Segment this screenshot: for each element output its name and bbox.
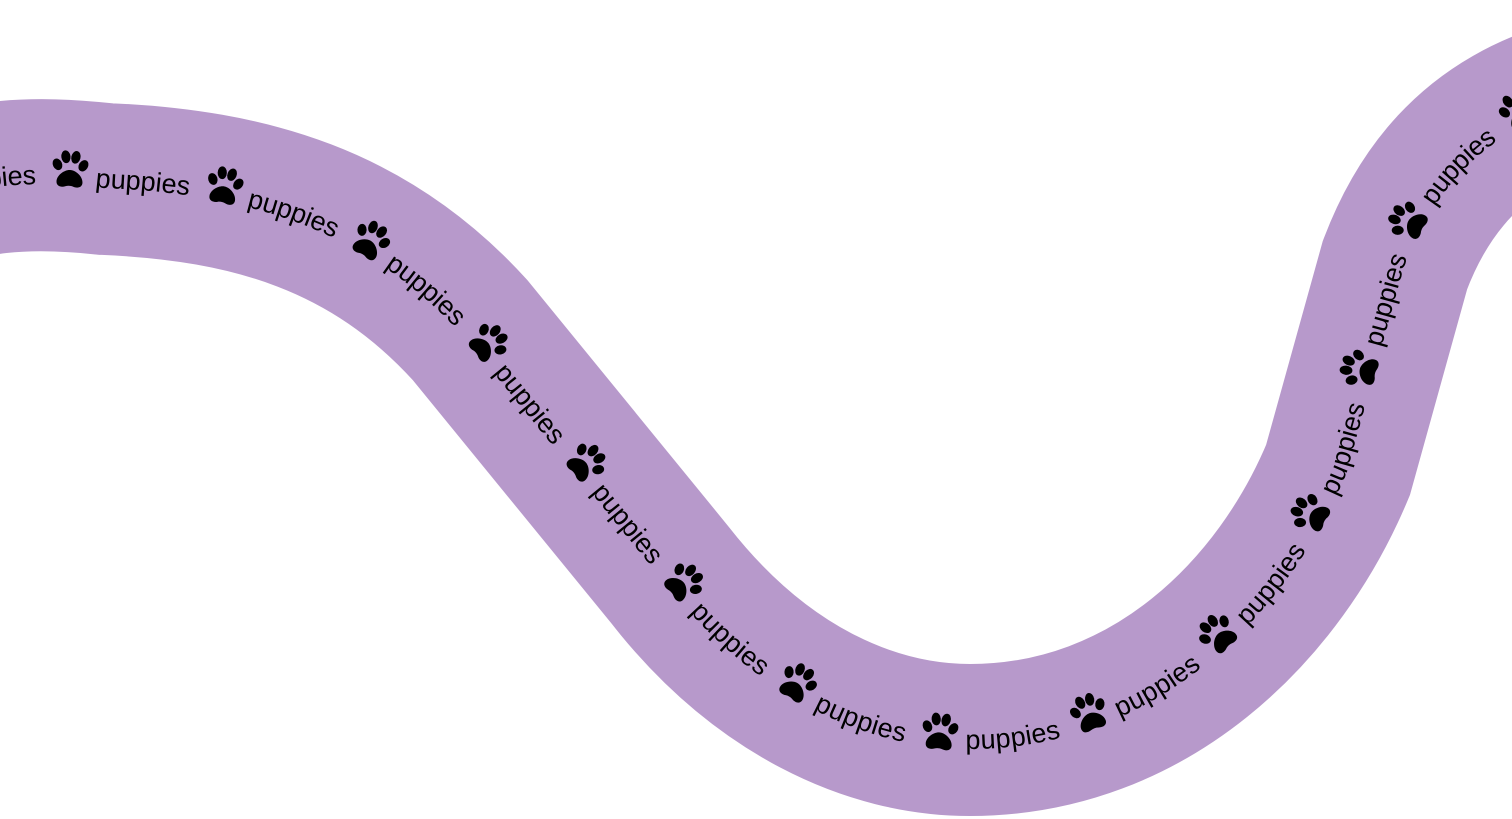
ribbon-word: puppies bbox=[0, 0, 8, 15]
ribbon-band bbox=[0, 80, 1512, 740]
ribbon-word: puppies bbox=[0, 0, 8, 15]
